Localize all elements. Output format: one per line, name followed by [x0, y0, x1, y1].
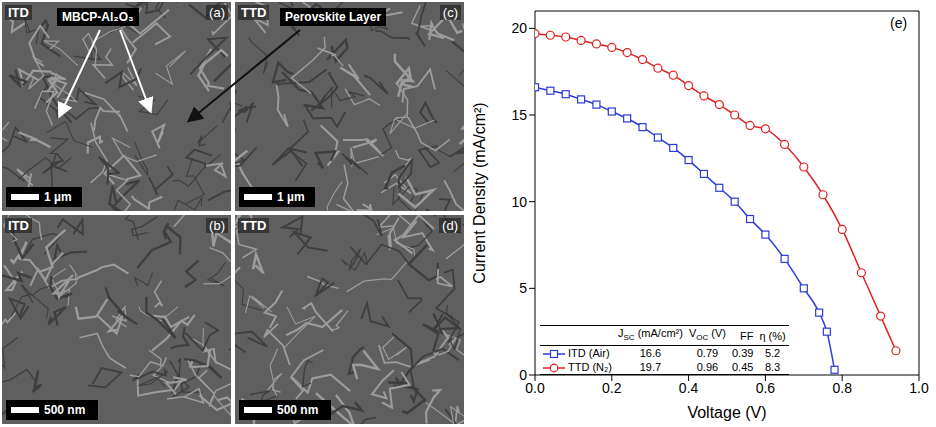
html-text:0.79: 0.79: [696, 347, 719, 360]
html-text:ITD: ITD: [8, 218, 29, 233]
svg-text:5: 5: [519, 280, 527, 296]
html-text:0.39: 0.39: [732, 347, 754, 360]
html-text:8.3: 8.3: [764, 361, 781, 374]
html-text:(d): (d): [442, 218, 458, 233]
svg-text:Current Density (mA/cm²): Current Density (mA/cm²): [471, 102, 488, 283]
html-text:VOC (V): VOC (V): [688, 327, 726, 343]
html-text:16.6: 16.6: [639, 347, 662, 360]
html-text:0.96: 0.96: [696, 361, 719, 374]
svg-text:10: 10: [511, 194, 527, 210]
svg-text:0: 0: [519, 367, 527, 383]
html-text:ITD: ITD: [8, 5, 29, 20]
html-text:ITD (Air): ITD (Air): [568, 347, 610, 360]
svg-text:0.6: 0.6: [756, 380, 776, 396]
html-text:500 nm: 500 nm: [277, 403, 319, 417]
html-text:MBCP-Al₂O₃: MBCP-Al₂O₃: [62, 10, 134, 24]
html-text:(a): (a): [209, 5, 225, 20]
html-text:TTD: TTD: [241, 5, 267, 20]
svg-text:0.8: 0.8: [832, 380, 852, 396]
svg-text:20: 20: [511, 20, 527, 36]
html-text:Perovskite Layer: Perovskite Layer: [285, 10, 382, 24]
svg-text:1.0: 1.0: [909, 380, 929, 396]
html-text:FF: FF: [739, 329, 754, 342]
html-text:(c): (c): [442, 5, 458, 20]
svg-text:0.4: 0.4: [679, 380, 699, 396]
svg-text:Voltage (V): Voltage (V): [687, 404, 766, 421]
html-text:1 µm: 1 µm: [44, 190, 72, 204]
html-text:1 µm: 1 µm: [277, 190, 305, 204]
html-text:η (%): η (%): [759, 329, 786, 342]
html-text:(e): (e): [890, 15, 908, 31]
html-text:0.45: 0.45: [732, 361, 754, 374]
svg-text:0.2: 0.2: [602, 380, 622, 396]
html-text:JSC (mA/cm²): JSC (mA/cm²): [618, 327, 683, 343]
html-text:19.7: 19.7: [639, 361, 662, 374]
html-text:500 nm: 500 nm: [44, 403, 86, 417]
html-text:TTD (N₂): TTD (N₂): [568, 361, 612, 374]
svg-text:15: 15: [511, 107, 527, 123]
html-text:(b): (b): [209, 218, 225, 233]
html-text:TTD: TTD: [241, 218, 267, 233]
html-text:5.2: 5.2: [764, 347, 781, 360]
svg-text:0.0: 0.0: [525, 380, 545, 396]
